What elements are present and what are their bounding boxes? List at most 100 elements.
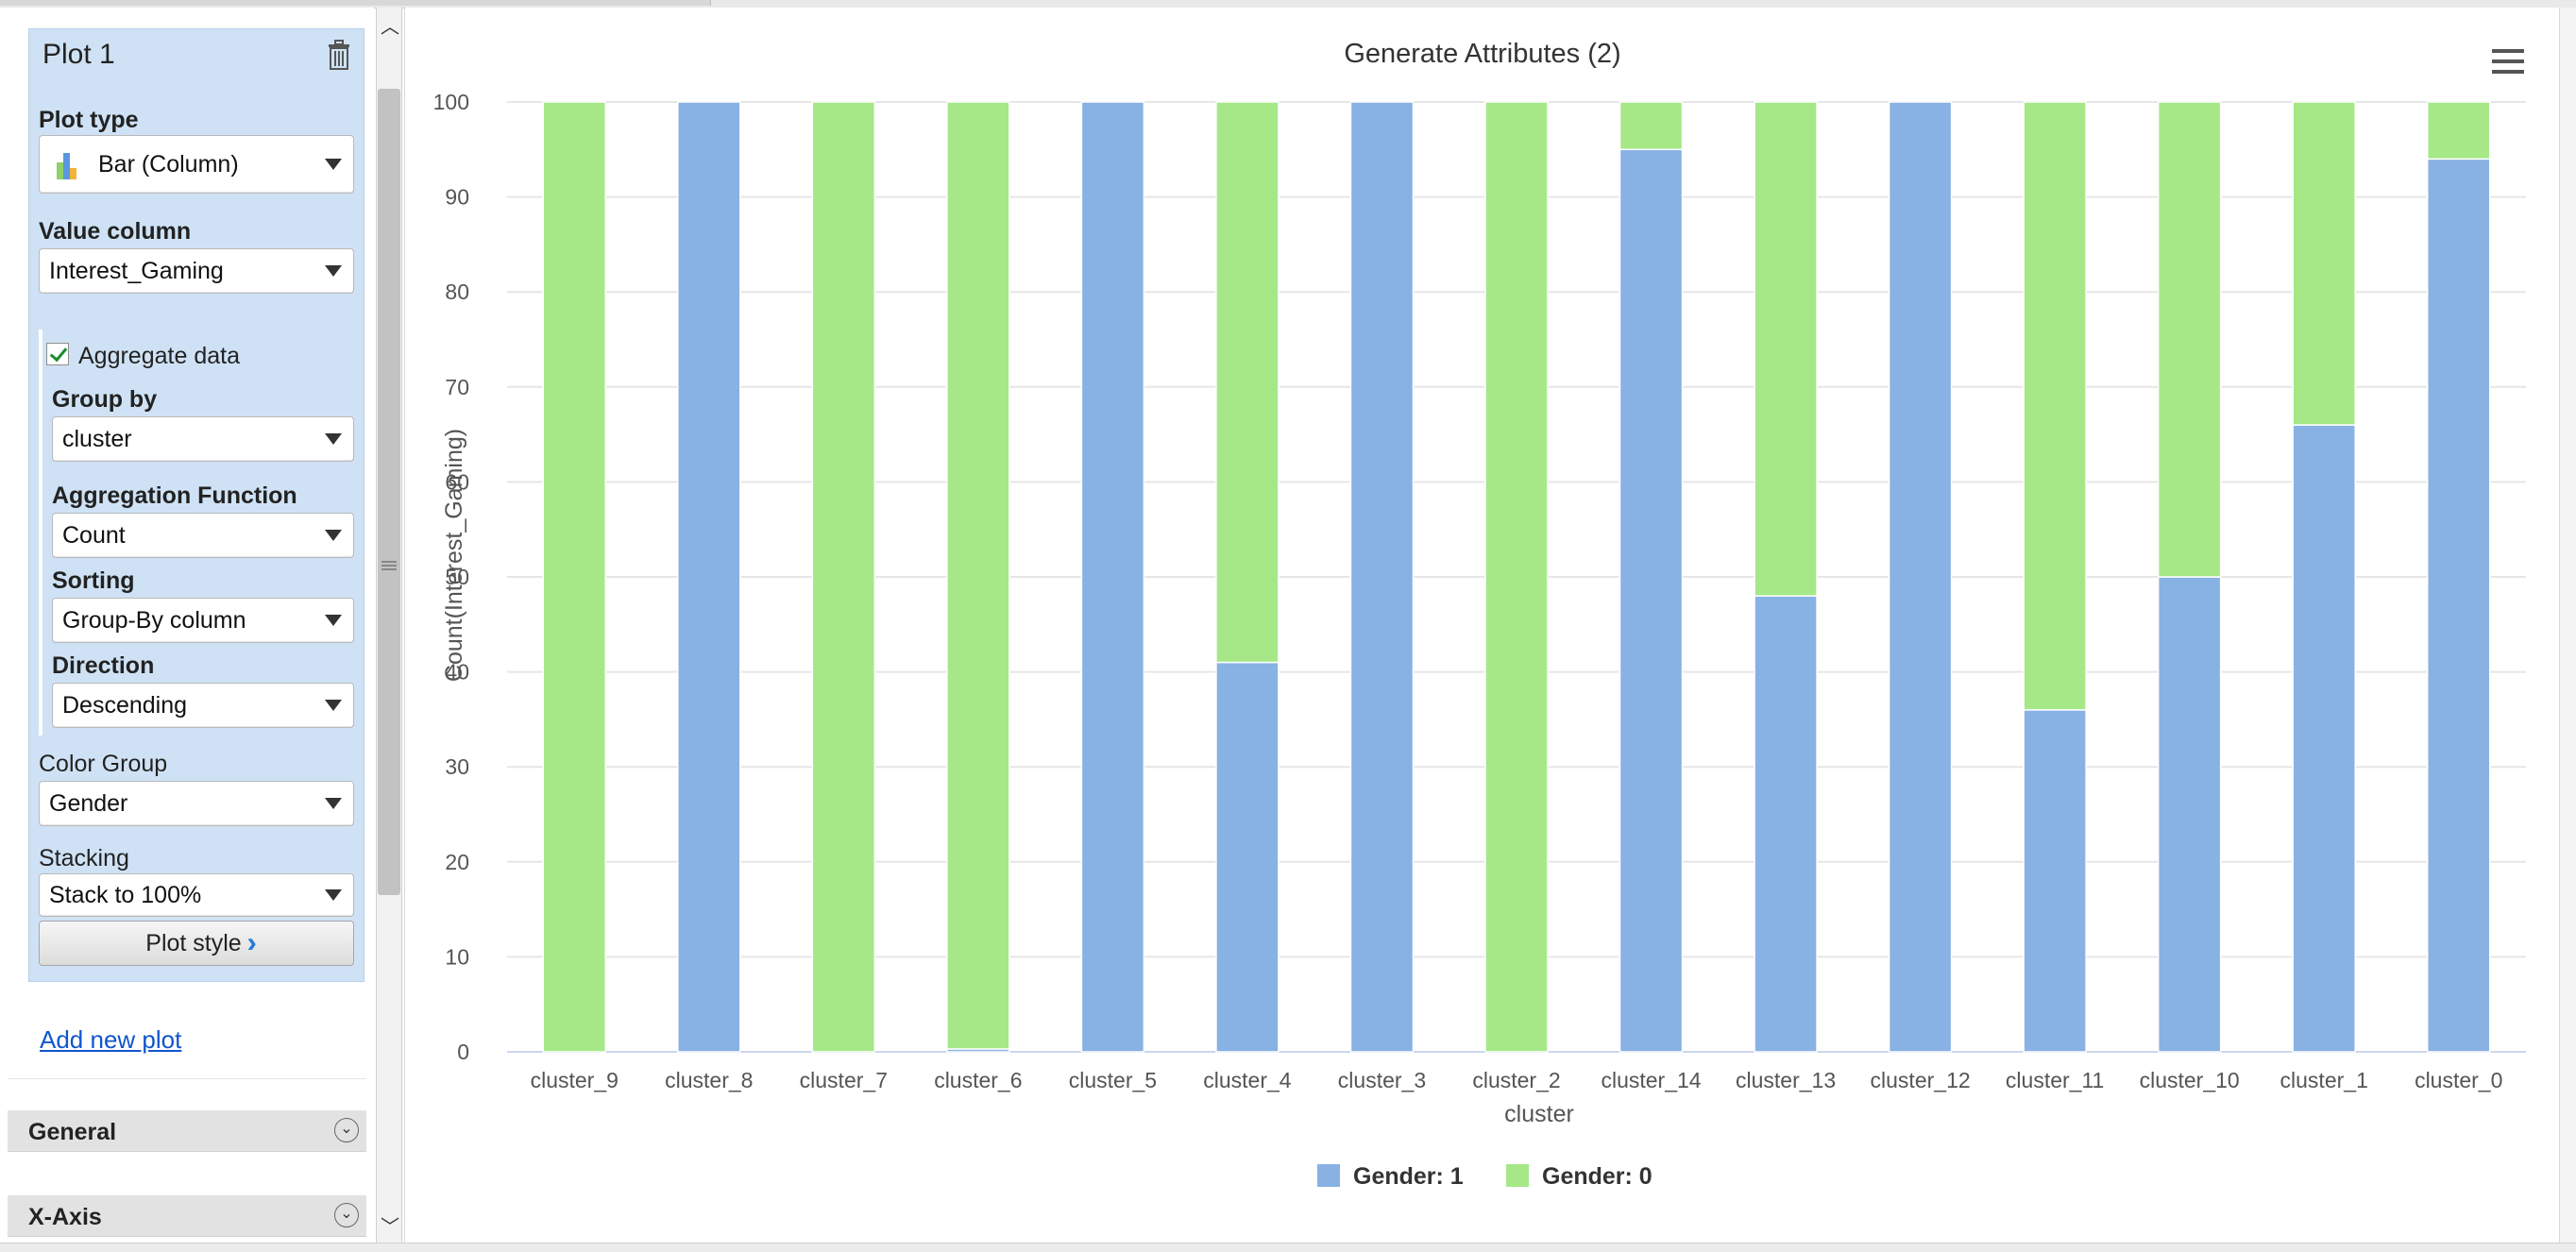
- group-by-value: cluster: [62, 425, 132, 452]
- chevron-down-icon: [325, 889, 342, 901]
- scroll-up-arrow-icon[interactable]: ︿: [381, 17, 399, 38]
- legend-item[interactable]: Gender: 1: [1317, 1163, 1464, 1190]
- y-axis-label: Count(Interest_Gaming): [441, 429, 467, 682]
- section-x-axis-title: X-Axis: [28, 1204, 102, 1230]
- stacking-value: Stack to 100%: [49, 881, 202, 908]
- bar-segment-cluster_8-gender-1[interactable]: [677, 101, 741, 1053]
- legend[interactable]: Gender: 1 Gender: 0: [1317, 1163, 1652, 1190]
- plot-style-button[interactable]: Plot style ›››: [39, 921, 354, 966]
- bar-segment-cluster_0-gender-0[interactable]: [2426, 101, 2491, 161]
- aggregation-function-select[interactable]: Count: [52, 513, 354, 558]
- aggregate-checkbox[interactable]: [46, 343, 69, 365]
- bar-segment-cluster_5-gender-1[interactable]: [1080, 101, 1145, 1053]
- add-new-plot-link[interactable]: Add new plot: [40, 1025, 182, 1054]
- chevron-down-icon: [325, 798, 342, 809]
- plot-type-value: Bar (Column): [98, 150, 239, 178]
- chart-area: Generate Attributes (2) 0 10 20 30 40 50 60 70 8…: [404, 8, 2559, 1244]
- y-tick-label: 10: [445, 944, 469, 969]
- aggregation-function-label: Aggregation Function: [52, 482, 297, 509]
- scroll-thumb[interactable]: [378, 89, 400, 895]
- bar-segment-cluster_10-gender-0[interactable]: [2157, 101, 2222, 578]
- y-axis-ticks: 0 10 20 30 40 50 60 70 80 90 100: [433, 90, 469, 1064]
- bar-segment-cluster_0-gender-1[interactable]: [2426, 158, 2491, 1053]
- panel-scrollbar[interactable]: ︿ ﹀: [376, 8, 402, 1244]
- x-tick-label: cluster_0: [2415, 1068, 2502, 1092]
- aggregation-group: [39, 330, 358, 736]
- x-tick-label: cluster_7: [800, 1068, 888, 1092]
- y-tick-label: 100: [433, 90, 469, 114]
- bar-segment-cluster_10-gender-1[interactable]: [2157, 576, 2222, 1053]
- section-general[interactable]: General ⌄: [8, 1110, 366, 1152]
- x-tick-label: cluster_8: [665, 1068, 753, 1092]
- stacking-select[interactable]: Stack to 100%: [39, 873, 354, 917]
- x-tick-label: cluster_3: [1338, 1068, 1426, 1092]
- window-tab[interactable]: [0, 0, 711, 6]
- x-tick-label: cluster_10: [2140, 1068, 2240, 1092]
- bar-segment-cluster_13-gender-0[interactable]: [1754, 101, 1818, 597]
- direction-value: Descending: [62, 691, 188, 719]
- collapse-double-chevron-icon[interactable]: ⌄: [334, 1203, 359, 1227]
- bar-segment-cluster_9-gender-0[interactable]: [542, 101, 607, 1053]
- chevron-down-icon: [325, 433, 342, 445]
- bar-segment-cluster_14-gender-1[interactable]: [1618, 148, 1684, 1053]
- bar-segment-cluster_7-gender-0[interactable]: [811, 101, 876, 1053]
- bar-segment-cluster_6-gender-0[interactable]: [946, 101, 1010, 1050]
- collapse-double-chevron-icon[interactable]: ⌄: [334, 1118, 359, 1142]
- bar-segment-cluster_4-gender-0[interactable]: [1215, 101, 1280, 664]
- scroll-down-arrow-icon[interactable]: ﹀: [381, 1217, 399, 1238]
- group-by-select[interactable]: cluster: [52, 416, 354, 462]
- legend-label: Gender: 0: [1542, 1163, 1652, 1190]
- plot-config-panel: Plot 1 Plot type Bar (Column) Value colu…: [0, 8, 374, 1252]
- bar-segment-cluster_12-gender-1[interactable]: [1888, 101, 1953, 1053]
- bar-segment-cluster_1-gender-0[interactable]: [2292, 101, 2356, 426]
- trash-icon[interactable]: [326, 39, 352, 71]
- x-tick-label: cluster_4: [1203, 1068, 1292, 1092]
- value-column-label: Value column: [39, 218, 192, 245]
- grip-icon: [381, 561, 397, 570]
- sorting-select[interactable]: Group-By column: [52, 598, 354, 643]
- bar-segment-cluster_13-gender-1[interactable]: [1754, 595, 1818, 1053]
- x-axis-ticks: cluster_9 cluster_8 cluster_7 cluster_6 clus…: [531, 1068, 2503, 1092]
- legend-item[interactable]: Gender: 0: [1506, 1163, 1652, 1190]
- legend-label: Gender: 1: [1353, 1163, 1464, 1190]
- legend-swatch: [1506, 1164, 1529, 1187]
- bar-segment-cluster_3-gender-1[interactable]: [1349, 101, 1415, 1053]
- chevron-down-icon: [325, 159, 342, 170]
- aggregate-label: Aggregate data: [78, 343, 240, 369]
- y-tick-label: 90: [445, 185, 469, 210]
- group-by-label: Group by: [52, 386, 158, 413]
- aggregation-function-value: Count: [62, 521, 126, 549]
- y-tick-label: 40: [445, 660, 469, 685]
- direction-label: Direction: [52, 652, 155, 679]
- direction-select[interactable]: Descending: [52, 683, 354, 728]
- plot-type-label: Plot type: [39, 107, 139, 133]
- bar-segment-cluster_4-gender-1[interactable]: [1215, 661, 1280, 1053]
- section-x-axis[interactable]: X-Axis ⌄: [8, 1195, 366, 1237]
- bar-segment-cluster_11-gender-1[interactable]: [2023, 709, 2087, 1053]
- divider: [8, 1078, 366, 1079]
- sorting-label: Sorting: [52, 567, 135, 594]
- chevron-down-icon: [325, 265, 342, 277]
- y-tick-label: 60: [445, 469, 469, 494]
- bars: [542, 101, 2491, 1053]
- color-group-select[interactable]: Gender: [39, 781, 354, 826]
- plot-style-label: Plot style: [145, 929, 242, 956]
- bar-segment-cluster_1-gender-1[interactable]: [2292, 424, 2356, 1053]
- bar-segment-cluster_11-gender-0[interactable]: [2023, 101, 2087, 711]
- color-group-label: Color Group: [39, 751, 168, 777]
- value-column-select[interactable]: Interest_Gaming: [39, 248, 354, 294]
- x-tick-label: cluster_5: [1069, 1068, 1157, 1092]
- sorting-value: Group-By column: [62, 606, 246, 634]
- chevron-down-icon: [325, 700, 342, 711]
- x-tick-label: cluster_14: [1601, 1068, 1701, 1092]
- value-column-value: Interest_Gaming: [49, 257, 224, 284]
- y-tick-label: 20: [445, 850, 469, 874]
- y-tick-label: 50: [445, 565, 469, 589]
- bar-segment-cluster_14-gender-0[interactable]: [1618, 101, 1684, 151]
- hamburger-menu-icon[interactable]: [2492, 49, 2524, 74]
- chevron-down-icon: [325, 530, 342, 541]
- plot-title: Plot 1: [42, 39, 115, 70]
- plot-type-select[interactable]: Bar (Column): [39, 135, 354, 194]
- bar-segment-cluster_2-gender-0[interactable]: [1484, 101, 1549, 1053]
- bar-chart-icon: [57, 153, 76, 179]
